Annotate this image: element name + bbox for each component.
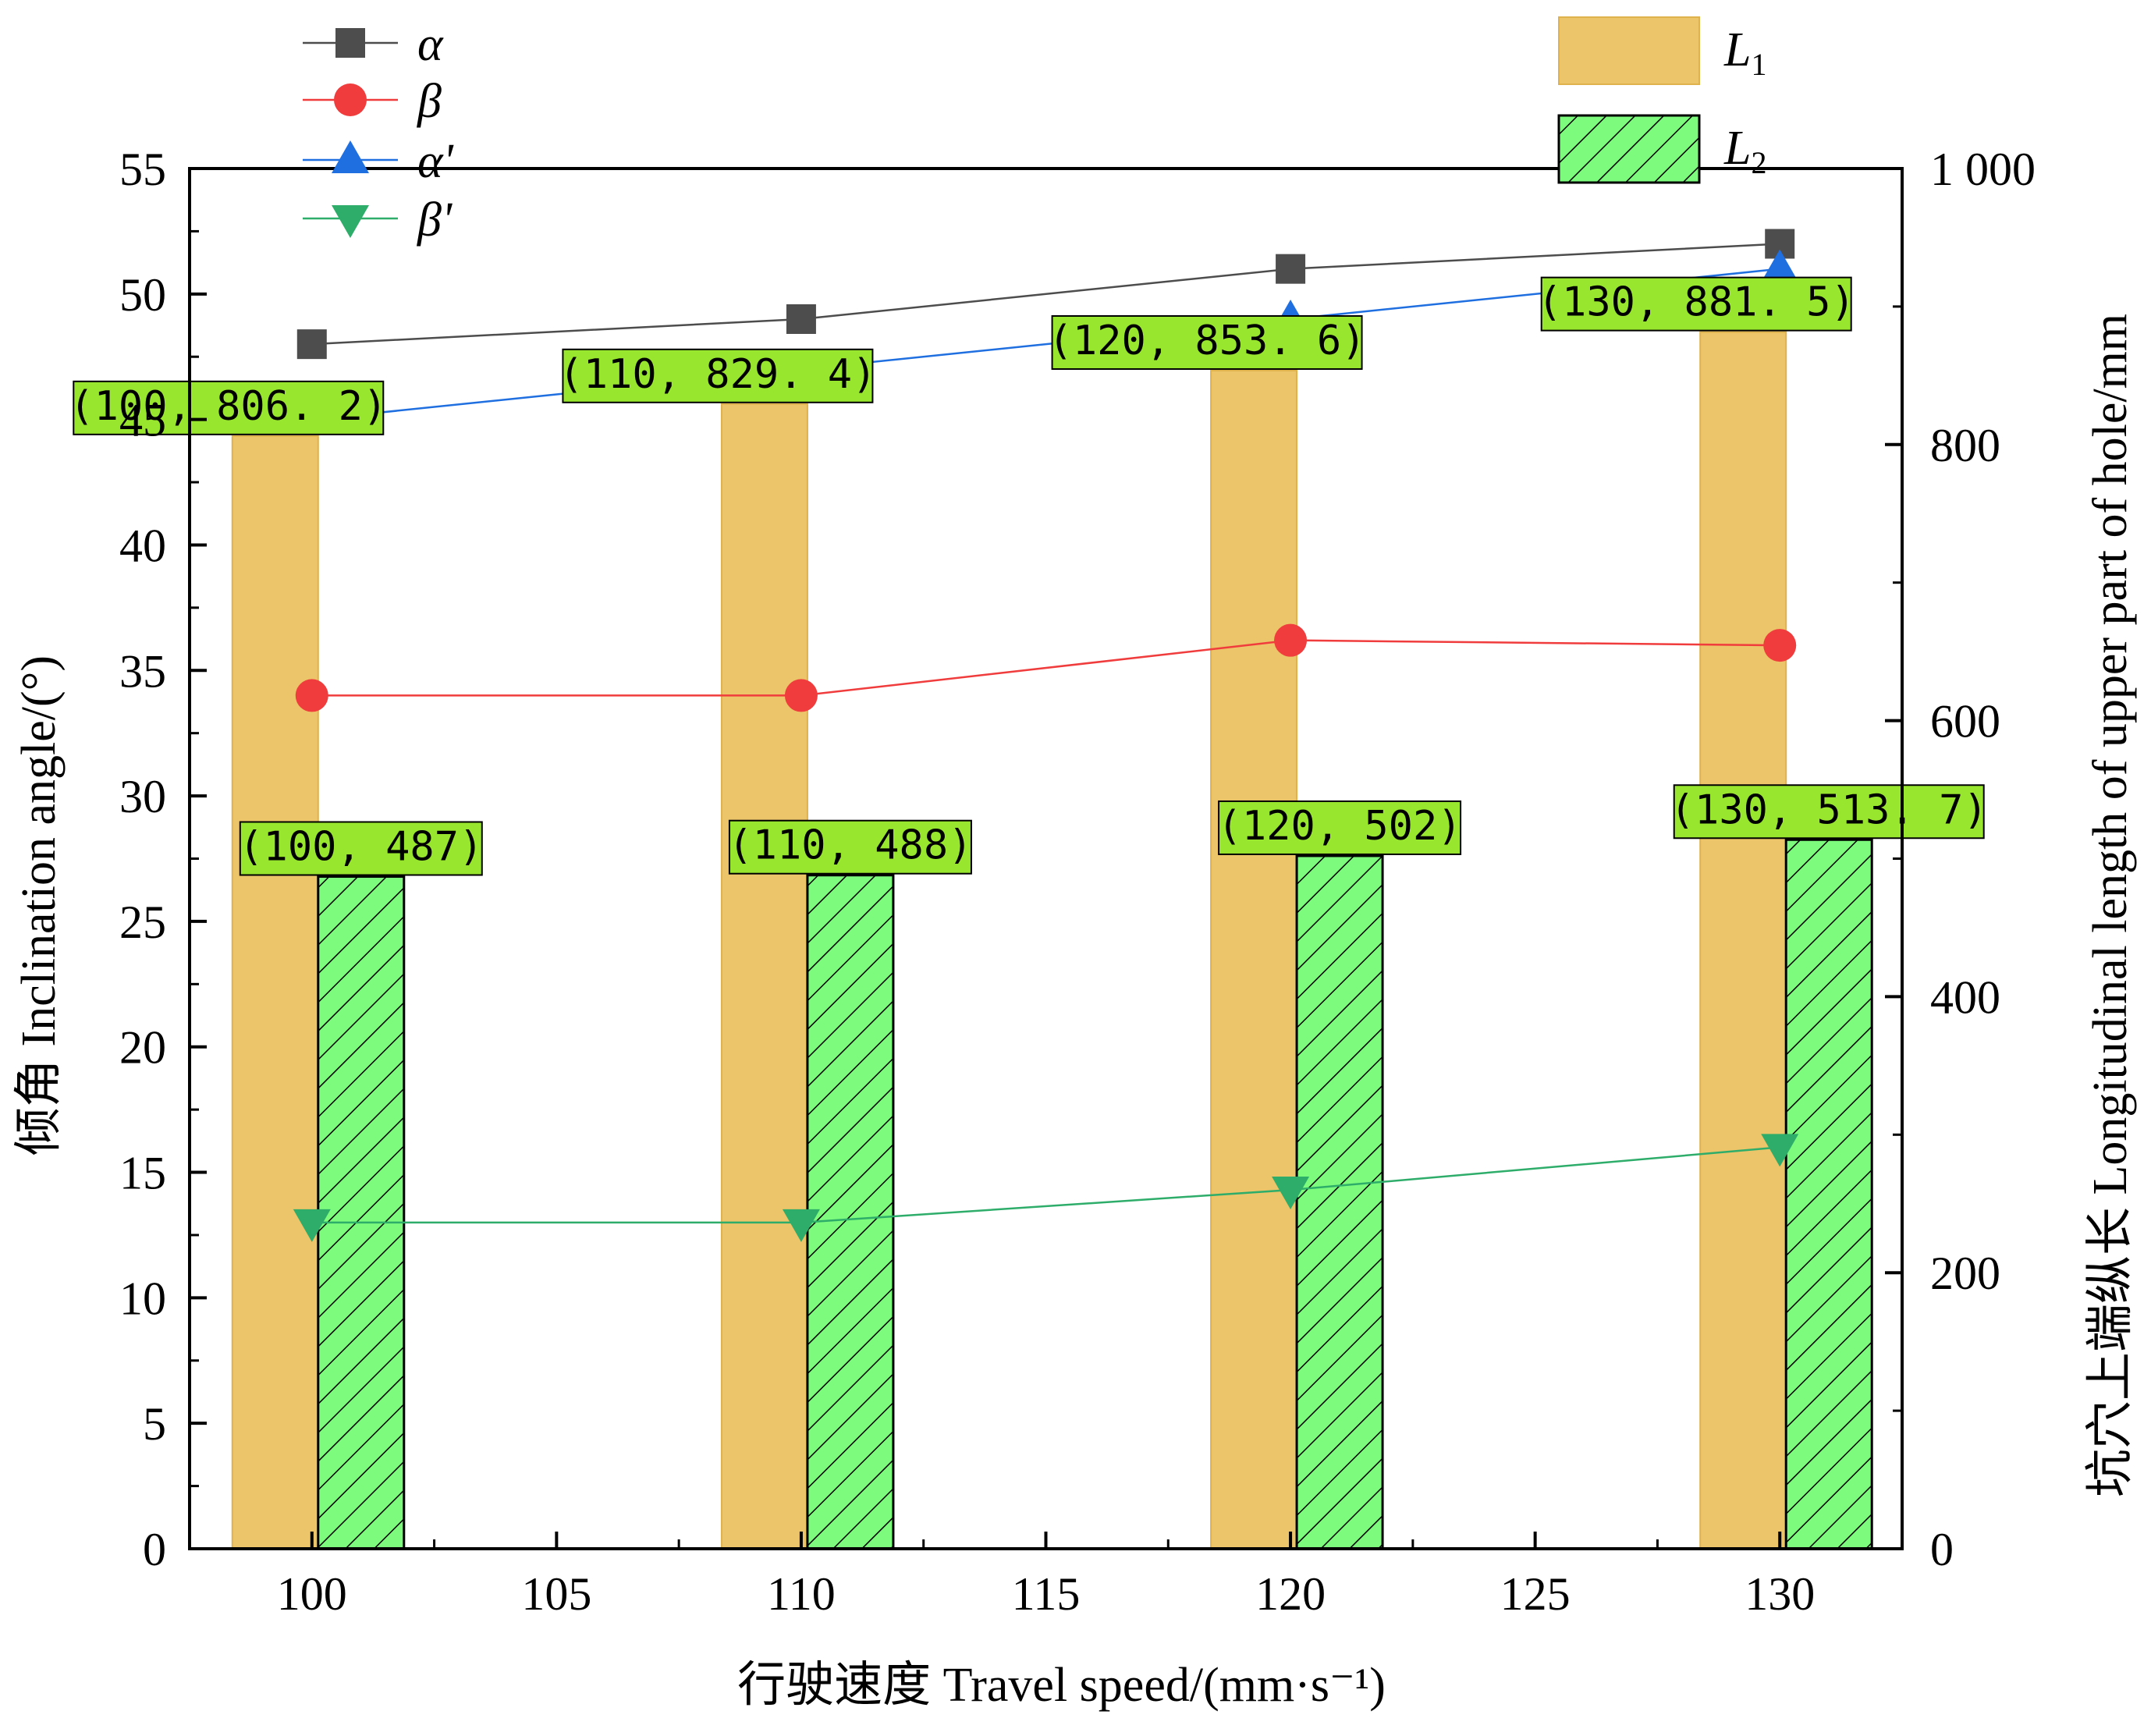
legend-swatch-L1	[1558, 16, 1700, 85]
legend-label-α': α'	[417, 135, 455, 188]
legend-label-α: α	[417, 18, 444, 71]
x-axis-title: 行驶速度 Travel speed/(mm·s⁻¹)	[737, 1659, 1386, 1712]
point-α-120	[1276, 254, 1306, 284]
legend-marker-α	[335, 28, 365, 58]
left-y-tick-label: 5	[143, 1398, 166, 1450]
value-label-box	[1673, 784, 1985, 840]
bar-L1-120	[1210, 369, 1298, 1550]
legend-label-L1: L1	[1723, 23, 1766, 82]
bar-L2-100	[317, 875, 406, 1550]
series-line-α	[311, 243, 1780, 346]
left-y-tick-label: 15	[119, 1148, 166, 1199]
x-tick-label: 100	[277, 1568, 347, 1620]
legend-label-β: β	[417, 75, 442, 128]
left-y-tick-label: 10	[119, 1273, 166, 1324]
value-label-L1-110: (110, 829. 4)	[559, 351, 876, 398]
bar-L2-130	[1784, 838, 1873, 1550]
value-label-box	[1051, 314, 1363, 370]
point-α-100	[296, 329, 327, 360]
value-label-L2-110: (110, 488)	[728, 822, 972, 869]
bar-value-labels: (100, 806. 2) (110, 829. 4) (120, 853. 6) (…	[69, 276, 1988, 876]
lines-layer	[293, 229, 1799, 1242]
point-β-130	[1763, 629, 1797, 662]
bar-L1-130	[1699, 331, 1787, 1550]
left-y-tick-label: 55	[119, 144, 166, 195]
legend-label-L2: L2	[1723, 122, 1766, 180]
point-β'-100	[293, 1209, 331, 1242]
value-label-box	[562, 348, 874, 403]
value-label-L2-130: (130, 513. 7)	[1670, 786, 1988, 833]
left-y-tick-label: 50	[119, 269, 166, 321]
x-tick-label: 130	[1745, 1568, 1815, 1620]
bar-L2-120	[1295, 854, 1384, 1550]
legend-marker-β	[334, 83, 367, 116]
legend-marker-α'	[332, 140, 369, 173]
bar-L1-110	[720, 403, 808, 1550]
value-label-box	[73, 380, 385, 435]
left-y-axis-title: 倾角 Inclination angle/(°)	[12, 655, 66, 1156]
left-y-tick-label: 30	[119, 771, 166, 822]
right-y-tick-label: 1 000	[1930, 144, 2036, 195]
right-y-tick-label: 400	[1930, 971, 2000, 1023]
left-y-tick-label: 45	[119, 395, 166, 446]
value-label-box	[1540, 276, 1852, 332]
left-y-tick-label: 20	[119, 1022, 166, 1074]
value-label-L2-100: (100, 487)	[239, 823, 483, 870]
legend-label-subscript: 1	[1751, 47, 1766, 82]
legend-label-subscript: 2	[1751, 145, 1766, 180]
right-y-tick-label: 800	[1930, 420, 2000, 471]
bar-L2-110	[806, 874, 895, 1550]
value-label-box	[239, 821, 483, 876]
point-β'-110	[782, 1209, 820, 1242]
point-α-110	[786, 304, 816, 334]
value-label-L1-120: (120, 853. 6)	[1049, 318, 1366, 364]
right-y-axis-title: 坑穴上端纵长 Longitudinal length of upper part…	[2084, 314, 2137, 1497]
value-label-L1-130: (130, 881. 5)	[1538, 279, 1855, 326]
left-y-tick-label: 0	[143, 1524, 166, 1575]
left-y-tick-label: 25	[119, 896, 166, 948]
point-β-100	[295, 679, 328, 712]
x-tick-label: 105	[521, 1568, 591, 1620]
left-y-tick-label: 35	[119, 645, 166, 697]
point-β-120	[1274, 623, 1308, 657]
right-y-tick-label: 200	[1930, 1248, 2000, 1299]
bar-L1-100	[231, 435, 319, 1550]
series-line-β'	[311, 1146, 1780, 1224]
axes-layer: 100 105 110 115 120 125 1300510152025303540455…	[119, 144, 2036, 1620]
legend-swatch-L2	[1557, 114, 1701, 184]
value-label-L2-120: (120, 502)	[1218, 803, 1462, 850]
value-label-box	[728, 819, 972, 875]
x-tick-label: 110	[767, 1568, 836, 1620]
value-label-box	[1218, 800, 1462, 855]
right-y-tick-label: 0	[1930, 1524, 1954, 1575]
series-line-α'	[311, 268, 1780, 421]
point-β-110	[784, 679, 818, 712]
right-y-tick-label: 600	[1930, 696, 2000, 747]
x-tick-label: 120	[1255, 1568, 1326, 1620]
legend-label-β': β'	[417, 193, 453, 247]
x-tick-label: 125	[1500, 1568, 1571, 1620]
left-y-tick-label: 40	[119, 520, 166, 571]
value-label-L1-100: (100, 806. 2)	[69, 383, 387, 430]
bars-layer	[231, 331, 1873, 1550]
legend: αβ α'β' L1 L2	[303, 16, 1766, 247]
point-β'-130	[1761, 1134, 1799, 1167]
point-β'-120	[1272, 1177, 1310, 1210]
point-α'-130	[1761, 249, 1799, 282]
series-line-β	[311, 639, 1780, 697]
x-tick-label: 115	[1012, 1568, 1081, 1620]
legend-marker-β'	[332, 205, 369, 238]
